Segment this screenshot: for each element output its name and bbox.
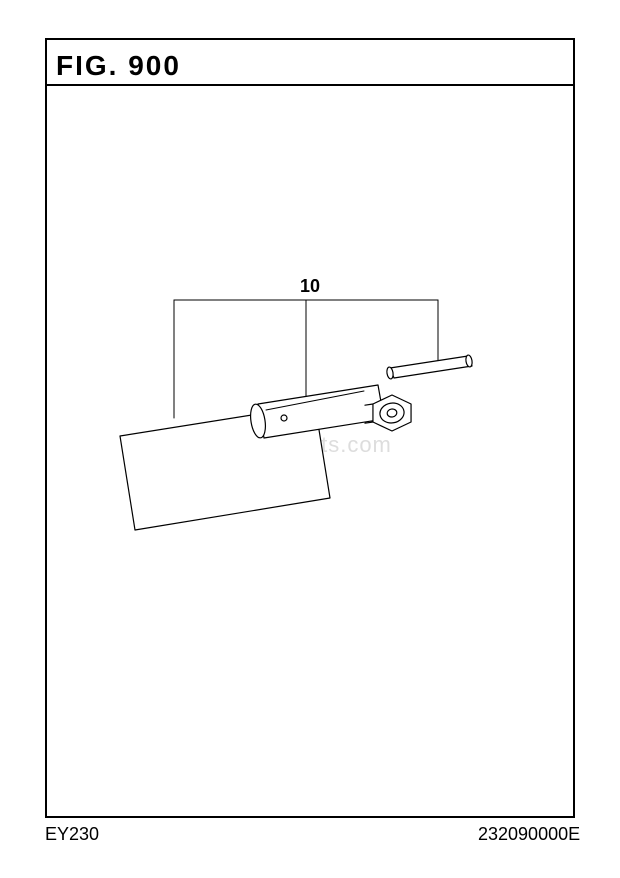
- diagram-svg: [0, 0, 620, 878]
- page: FIG. 900 10 eReplacementParts.com EY230 …: [0, 0, 620, 878]
